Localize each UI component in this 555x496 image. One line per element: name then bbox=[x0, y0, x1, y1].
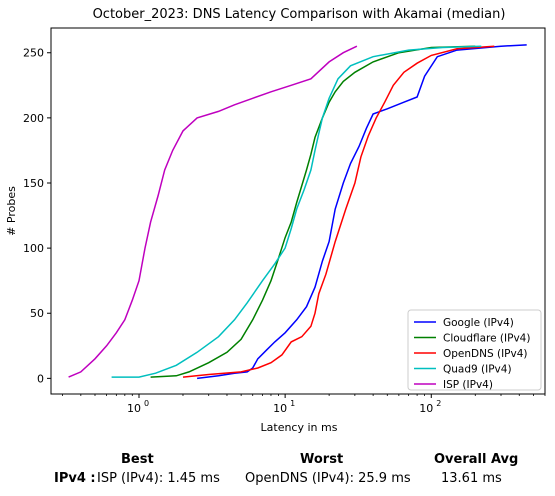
series-line-0 bbox=[197, 44, 527, 380]
x-tick-label: 10 bbox=[273, 402, 287, 415]
overall-avg-header: Overall Avg bbox=[434, 452, 519, 467]
legend-label-4: ISP (IPv4) bbox=[443, 379, 493, 391]
y-tick-label: 200 bbox=[23, 112, 44, 125]
best-value: ISP (IPv4): 1.45 ms bbox=[97, 471, 220, 486]
x-tick-label: 10 bbox=[127, 402, 141, 415]
chart-title: October_2023: DNS Latency Comparison wit… bbox=[93, 7, 506, 22]
legend-label-0: Google (IPv4) bbox=[443, 317, 514, 329]
y-tick-label: 100 bbox=[23, 242, 44, 255]
legend-box bbox=[407, 309, 542, 391]
latency-chart: October_2023: DNS Latency Comparison wit… bbox=[5, 7, 546, 434]
overall-avg-value: 13.61 ms bbox=[441, 471, 502, 486]
best-header: Best bbox=[121, 452, 154, 467]
y-tick-label: 250 bbox=[23, 47, 44, 60]
series-line-2 bbox=[182, 45, 495, 378]
series-line-1 bbox=[150, 45, 476, 378]
y-tick-label: 50 bbox=[30, 307, 44, 320]
x-axis-label: Latency in ms bbox=[261, 421, 338, 434]
legend-label-2: OpenDNS (IPv4) bbox=[443, 348, 528, 360]
series-layer bbox=[68, 44, 527, 380]
worst-value: OpenDNS (IPv4): 25.9 ms bbox=[245, 471, 411, 486]
x-tick-exponent: 2 bbox=[436, 399, 441, 408]
series-line-3 bbox=[111, 45, 482, 378]
y-axis-label: # Probes bbox=[5, 186, 18, 236]
series-line-4 bbox=[68, 45, 358, 378]
summary-table: Best Worst Overall Avg IPv4 : ISP (IPv4)… bbox=[0, 448, 555, 496]
worst-header: Worst bbox=[300, 452, 344, 467]
ipv4-row-label: IPv4 : bbox=[54, 471, 96, 486]
legend-label-3: Quad9 (IPv4) bbox=[443, 364, 512, 376]
plot-frame bbox=[50, 27, 546, 395]
legend-label-1: Cloudflare (IPv4) bbox=[443, 333, 530, 345]
x-tick-label: 10 bbox=[419, 402, 433, 415]
y-tick-label: 150 bbox=[23, 177, 44, 190]
x-tick-exponent: 0 bbox=[144, 399, 149, 408]
y-tick-label: 0 bbox=[37, 372, 44, 385]
legend: Google (IPv4) Cloudflare (IPv4) OpenDNS (I… bbox=[407, 309, 542, 391]
x-tick-exponent: 1 bbox=[290, 399, 295, 408]
